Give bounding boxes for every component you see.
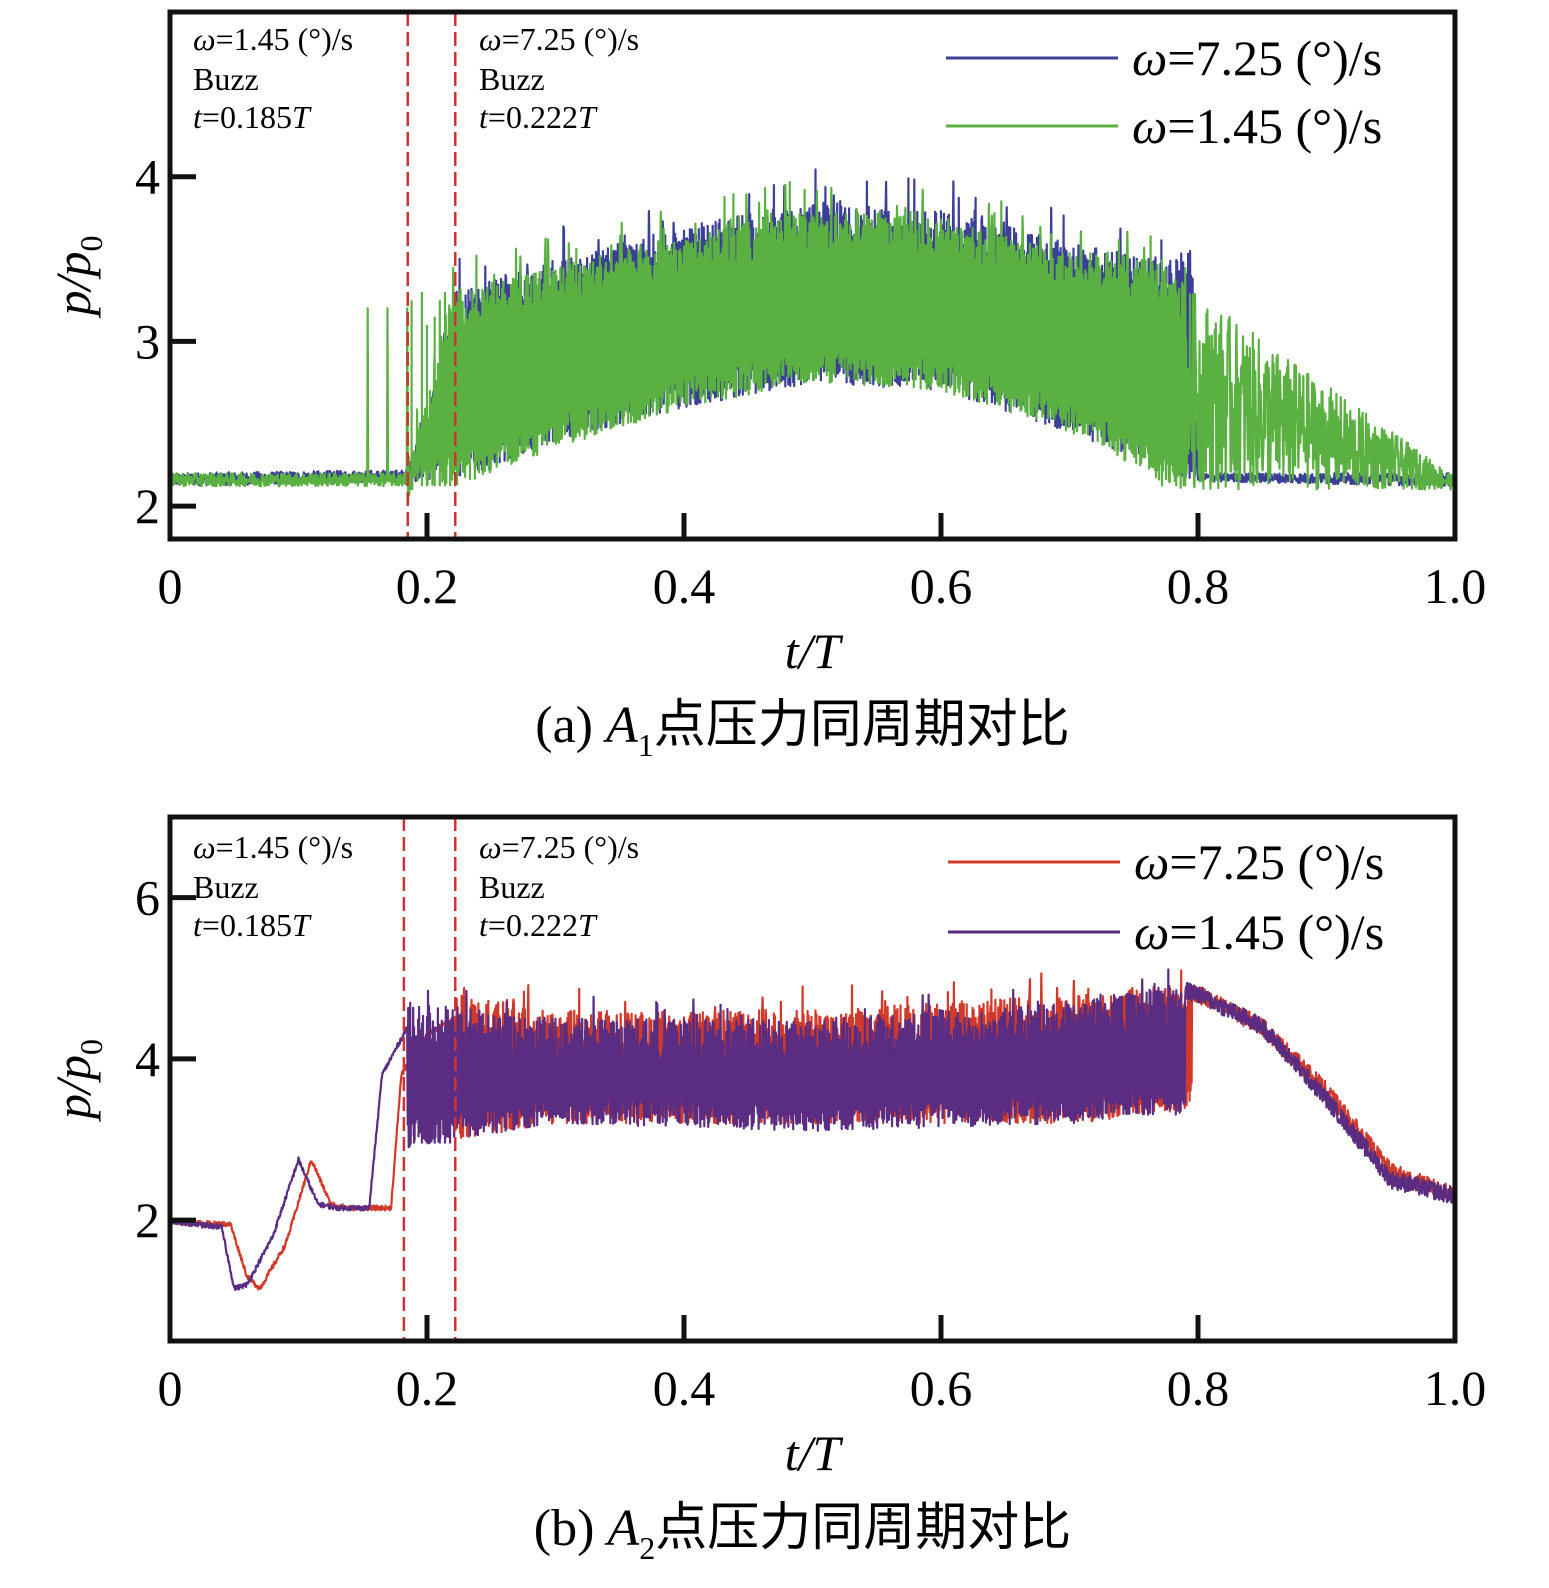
panel-b-legend: ω=7.25 (°)/s ω=1.45 (°)/s [948, 834, 1384, 960]
panel-b-legend-label-1: ω=7.25 (°)/s [1134, 834, 1384, 890]
panel-a-x-tick-label: 0 [158, 558, 183, 614]
panel-a-annotation-1-line-2: Buzz [193, 61, 259, 97]
panel-b-annotation-2-line-1: ω=7.25 (°)/s [479, 829, 639, 865]
panel-a-x-tick-label: 0.4 [653, 558, 716, 614]
panel-b-y-tick-label: 2 [135, 1192, 160, 1248]
panel-a-marker-lines [406, 12, 457, 539]
panel-b-y-tick-label: 6 [135, 870, 160, 926]
panel-b-annotation-2-line-3: t=0.222T [479, 907, 598, 943]
panel-a-y-axis-label: p/p0 [45, 236, 109, 319]
panel-b-x-axis-label: t/T [785, 1425, 844, 1481]
panel-a-legend-label-1: ω=7.25 (°)/s [1132, 30, 1382, 86]
panel-a-annotation-2-line-1: ω=7.25 (°)/s [479, 21, 639, 57]
panel-a-annotation-2-line-2: Buzz [479, 61, 545, 97]
panel-b-marker-lines [402, 817, 457, 1341]
panel-a-legend: ω=7.25 (°)/s ω=1.45 (°)/s [946, 30, 1382, 154]
panel-a-ticks: 0 0.2 0.4 0.6 0.8 1.0 2 3 4 [135, 149, 1486, 614]
panel-b-series-1-line [170, 969, 1455, 1291]
panel-b-frame [167, 814, 1458, 1344]
panel-b-ticks: 0 0.2 0.4 0.6 0.8 1.0 2 4 6 [135, 870, 1486, 1416]
panel-b-annotation-1-line-3: t=0.185T [193, 907, 312, 943]
panel-b-x-tick-label: 0.2 [396, 1360, 459, 1416]
panel-b-y-axis-label: p/p0 [45, 1039, 109, 1122]
panel-a-x-tick-label: 0.6 [910, 558, 973, 614]
panel-a-y-tick-label: 3 [135, 313, 160, 369]
panel-a-annotation-1-line-3: t=0.185T [193, 99, 312, 135]
panel-b-annotation-2-line-2: Buzz [479, 869, 545, 905]
panel-a-legend-label-2: ω=1.45 (°)/s [1132, 98, 1382, 154]
panel-b-x-tick-label: 0.6 [910, 1360, 973, 1416]
panel-b-x-tick-label: 0.8 [1167, 1360, 1230, 1416]
panel-b-x-tick-label: 1.0 [1424, 1360, 1487, 1416]
panel-a-x-axis-label: t/T [785, 623, 844, 679]
panel-b-data-layer [170, 968, 1455, 1291]
panel-a-y-tick-label: 2 [135, 478, 160, 534]
panel-b-caption: (b) A2点压力同周期对比 [534, 1498, 1071, 1566]
panel-b-x-tick-label: 0.4 [653, 1360, 716, 1416]
panel-a-series-2-line [170, 181, 1455, 505]
panel-a-caption: (a) A1点压力同周期对比 [535, 695, 1070, 763]
panel-b-annotation-1-line-1: ω=1.45 (°)/s [193, 829, 353, 865]
panel-b-y-tick-label: 4 [135, 1031, 160, 1087]
panel-b-x-tick-label: 0 [158, 1360, 183, 1416]
panel-a-annotation-2-line-3: t=0.222T [479, 99, 598, 135]
panel-a-x-tick-label: 1.0 [1424, 558, 1487, 614]
panel-a-y-tick-label: 4 [135, 149, 160, 205]
panel-b-annotation-1-line-2: Buzz [193, 869, 259, 905]
panel-b-legend-label-2: ω=1.45 (°)/s [1134, 904, 1384, 960]
panel-a-x-tick-label: 0.8 [1167, 558, 1230, 614]
panel-a-annotation-1-line-1: ω=1.45 (°)/s [193, 21, 353, 57]
panel-b-series-2-line [170, 968, 1455, 1291]
panel-a-frame [167, 9, 1458, 542]
panel-a-data-layer [170, 168, 1455, 505]
panel-a-x-tick-label: 0.2 [396, 558, 459, 614]
